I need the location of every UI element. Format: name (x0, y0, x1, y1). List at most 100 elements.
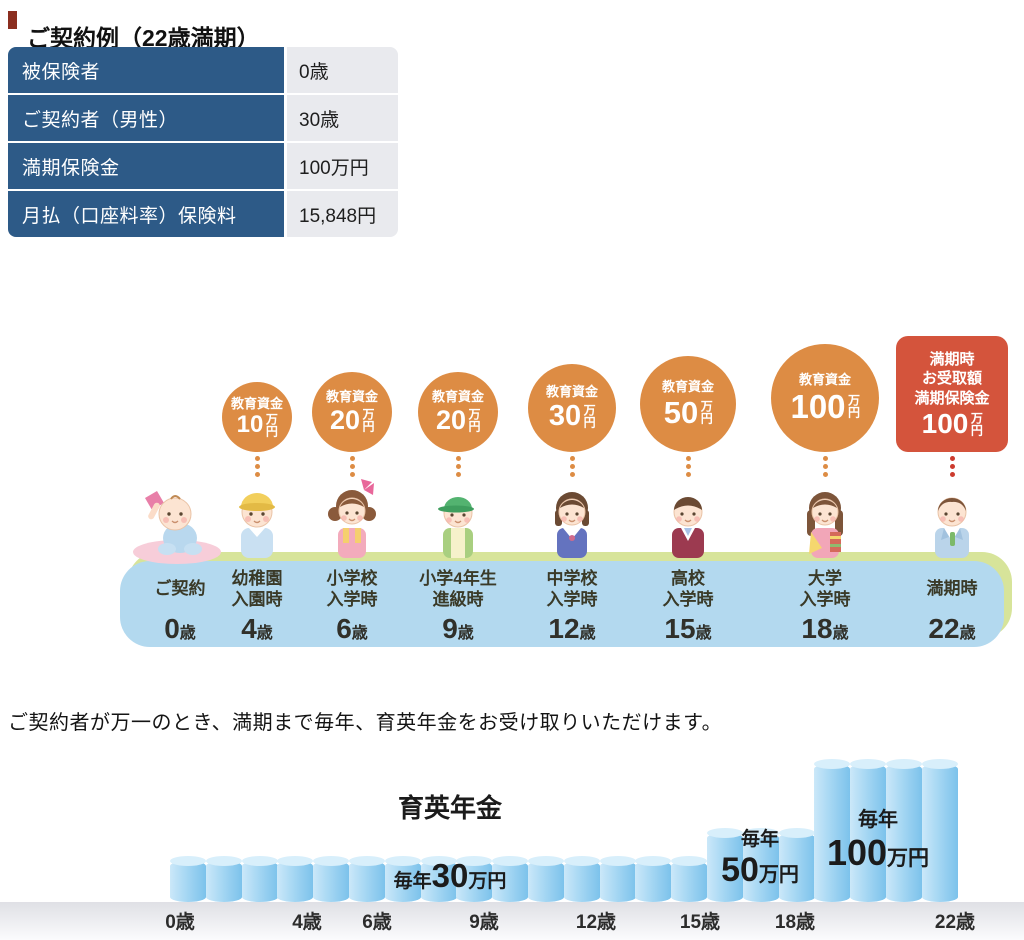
x-tick-label: 18歳 (774, 912, 816, 933)
milestone-junior-high: 中学校入学時 12歳 (510, 558, 634, 645)
bubble-unit: 万円 (264, 413, 279, 438)
title-bullet-marker (8, 11, 17, 29)
annuity-annotation-30: 毎年 30 万円 (330, 857, 570, 895)
dotted-leader (349, 456, 355, 477)
annotation-amount: 100 (826, 832, 888, 873)
annuity-annotation-100: 毎年 100 万円 (790, 803, 966, 874)
chart-floor-shadow (0, 902, 1024, 940)
annuity-cylinder (384, 856, 421, 902)
education-fund-bubble: 教育資金 20 万円 (418, 372, 498, 452)
scholarship-annuity-chart: 育英年金 毎年 30 万円 毎年 50 万円 毎年 100 万円 0歳 4歳 6歳 9歳 12歳… (0, 750, 1024, 940)
education-fund-bubble: 教育資金 50 万円 (640, 356, 736, 452)
education-fund-bubble: 教育資金 20 万円 (312, 372, 392, 452)
age-unit: 歳 (579, 625, 596, 642)
x-tick-label: 12歳 (575, 912, 617, 933)
milestone-fourth-grade: 小学4年生 進級時 9歳 (396, 558, 520, 645)
annotation-amount: 30 (431, 857, 469, 894)
annotation-unit: 万円 (468, 871, 507, 892)
annuity-cylinder (420, 856, 457, 902)
stage-label: 中学校 (546, 568, 598, 588)
figure-adult-man (935, 497, 969, 558)
annuity-note: ご契約者が万一のとき、満期まで毎年、育英年金をお受け取りいただけます。 (8, 712, 723, 734)
x-tick-label: 9歳 (469, 912, 499, 933)
milestone-university: 大学入学時 18歳 (763, 558, 887, 645)
row-value: 15,848円 (287, 191, 398, 237)
stage-label: ご契約 (154, 579, 206, 599)
stage-label: 入学時 (546, 590, 598, 609)
row-label: 満期保険金 (8, 143, 284, 189)
annuity-cylinder (707, 828, 743, 902)
education-fund-bubble: 教育資金 10 万円 (222, 382, 292, 452)
bubble-amount: 100 (790, 387, 846, 425)
dotted-leader (455, 456, 461, 477)
figure-elementary-girl (328, 479, 376, 558)
stage-label: 大学 (808, 568, 842, 588)
bubble-amount: 30 (548, 399, 582, 432)
age-unit: 歳 (832, 625, 849, 642)
age-value: 15 (664, 613, 696, 644)
bubble-unit: 万円 (699, 400, 714, 425)
bubble-amount: 50 (663, 394, 699, 430)
bubble-label: 教育資金 (431, 389, 484, 405)
timeline-age-band (120, 552, 1012, 647)
annuity-cylinder (921, 759, 958, 902)
bubble-label: 教育資金 (325, 389, 378, 405)
annuity-cylinder (277, 856, 314, 902)
annuity-cylinder (850, 759, 887, 902)
dotted-leader (822, 456, 828, 477)
education-fund-bubble: 教育資金 100 万円 (771, 344, 879, 452)
bubble-amount: 20 (435, 404, 467, 435)
chart-title: 育英年金 (397, 793, 502, 823)
age-value: 0 (164, 613, 180, 644)
figure-university-girl (807, 492, 843, 558)
maturity-benefit-box: 満期時 お受取額 満期保険金 100 万円 (896, 336, 1008, 452)
maturity-amount: 100 (921, 408, 969, 440)
stage-label: 入学時 (799, 590, 851, 609)
age-value: 6 (336, 613, 352, 644)
annotation-amount: 50 (721, 851, 759, 889)
maturity-line: お受取額 (921, 370, 982, 388)
row-label: 被保険者 (8, 47, 284, 93)
annotation-prefix: 毎年 (740, 829, 779, 850)
annuity-annotation-50: 毎年 50 万円 (678, 824, 842, 890)
maturity-line: 満期時 (929, 350, 975, 368)
maturity-line: 満期保険金 (914, 389, 990, 407)
table-row: 満期保険金 100万円 (8, 143, 398, 189)
figure-baby (133, 491, 221, 564)
annuity-cylinder (492, 856, 529, 902)
age-value: 12 (548, 613, 580, 644)
figure-high-school-boy (672, 497, 704, 558)
stage-label: 小学校 (326, 568, 378, 588)
milestone-kindergarten: 幼稚園 入園時 4歳 (195, 558, 319, 645)
bubble-label: 教育資金 (798, 372, 851, 388)
bubble-amount: 20 (329, 404, 361, 435)
dotted-leader (685, 456, 691, 477)
education-fund-timeline: 教育資金 10 万円 教育資金 20 万円 教育資金 20 万円 教育資金 30 万円 … (0, 330, 1024, 670)
annuity-cylinder (349, 856, 385, 902)
age-unit: 歳 (351, 625, 368, 642)
figure-kindergarten-boy (239, 493, 275, 558)
annotation-prefix: 毎年 (393, 871, 432, 892)
age-unit: 歳 (695, 625, 712, 642)
dotted-leader (949, 456, 955, 477)
annotation-unit: 万円 (758, 864, 799, 886)
row-value: 30歳 (287, 95, 398, 141)
annuity-cylinder (599, 856, 636, 902)
milestone-high-school: 高校 入学時 15歳 (626, 558, 750, 645)
age-unit: 歳 (959, 625, 976, 642)
annuity-cylinder (778, 828, 815, 902)
x-tick-label: 4歳 (292, 912, 322, 933)
bubble-label: 教育資金 (545, 384, 598, 400)
age-value: 18 (801, 613, 833, 644)
table-row: 月払（口座料率）保険料 15,848円 (8, 191, 398, 237)
bubble-unit: 万円 (361, 408, 376, 433)
stage-label: 進級時 (432, 590, 484, 609)
age-value: 22 (928, 613, 960, 644)
annuity-cylinder (528, 856, 564, 902)
age-value: 9 (442, 613, 458, 644)
bubble-unit: 万円 (582, 404, 597, 429)
annuity-cylinder (742, 828, 779, 902)
row-value: 0歳 (287, 47, 398, 93)
stage-label: 幼稚園 (231, 568, 283, 588)
table-row: ご契約者（男性） 30歳 (8, 95, 398, 141)
